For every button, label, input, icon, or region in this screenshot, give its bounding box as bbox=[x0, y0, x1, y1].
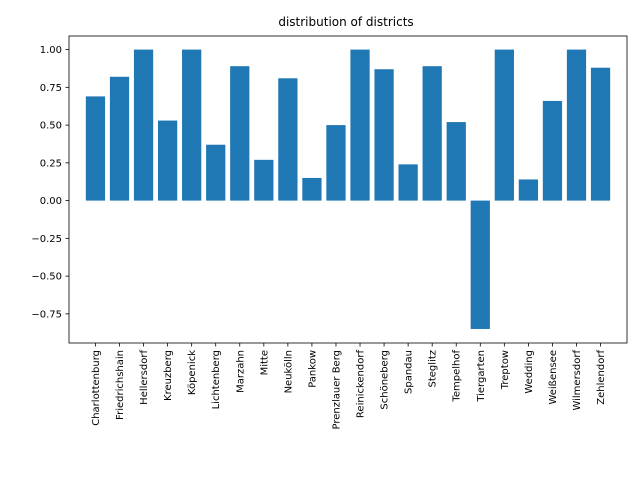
y-tick-label: 0.75 bbox=[40, 83, 62, 94]
bar-steglitz bbox=[422, 66, 442, 201]
x-tick-label: Pankow bbox=[307, 350, 318, 388]
y-axis: 1.00 0.75 0.50 0.25 0.00 −0.25 −0.50 −0.75 bbox=[31, 45, 69, 320]
x-tick-label: Steglitz bbox=[428, 350, 439, 388]
bar-friedrichshain bbox=[109, 76, 130, 201]
bar-spandau bbox=[398, 164, 418, 201]
x-tick-label: Wilmersdorf bbox=[572, 350, 583, 411]
bar-kreuzberg bbox=[157, 120, 178, 201]
bar-pankow bbox=[302, 177, 322, 201]
bar-charlottenburg bbox=[85, 96, 106, 201]
x-tick-label: Tempelhof bbox=[452, 350, 463, 403]
bar-zehlendorf bbox=[590, 67, 611, 201]
x-tick-label: Spandau bbox=[404, 350, 415, 394]
x-tick-label: Neukölln bbox=[283, 350, 294, 393]
plot-frame bbox=[68, 35, 628, 344]
bars-group bbox=[85, 49, 611, 329]
x-tick-label: Weißensee bbox=[548, 350, 559, 405]
bar-neuk-lln bbox=[278, 78, 298, 201]
y-tick-label: −0.50 bbox=[31, 272, 62, 283]
y-tick-label: 1.00 bbox=[40, 45, 62, 56]
x-tick-label: Reinickendorf bbox=[356, 350, 367, 419]
bar-hellersdorf bbox=[133, 49, 154, 201]
x-axis: Charlottenburg Friedrichshain Hellersdorf K… bbox=[91, 343, 607, 429]
bar-sch-neberg bbox=[374, 69, 394, 201]
x-tick-label: Köpenick bbox=[187, 350, 198, 395]
x-tick-label: Friedrichshain bbox=[115, 350, 126, 420]
bar-reinickendorf bbox=[350, 49, 370, 201]
bar-k-penick bbox=[182, 49, 202, 201]
y-tick-label: 0.00 bbox=[40, 196, 62, 207]
x-tick-label: Treptow bbox=[500, 350, 511, 390]
x-tick-label: Kreuzberg bbox=[163, 350, 174, 401]
bar-treptow bbox=[494, 49, 514, 201]
bar-tiergarten bbox=[470, 200, 490, 329]
y-tick-label: 0.50 bbox=[40, 121, 62, 132]
x-tick-label: Prenzlauer Berg bbox=[331, 350, 342, 429]
x-tick-label: Lichtenberg bbox=[211, 350, 222, 409]
x-tick-label: Tiergarten bbox=[476, 350, 487, 403]
y-tick-label: −0.75 bbox=[31, 309, 62, 320]
bar-mitte bbox=[254, 159, 274, 201]
bar-tempelhof bbox=[446, 122, 466, 201]
x-tick-label: Marzahn bbox=[235, 350, 246, 393]
bar-wedding bbox=[518, 179, 539, 201]
bar-prenzlauer-berg bbox=[326, 125, 346, 201]
bar-wei-ensee bbox=[542, 100, 563, 201]
x-tick-label: Hellersdorf bbox=[139, 350, 150, 405]
y-tick-label: 0.25 bbox=[40, 158, 62, 169]
x-tick-label: Wedding bbox=[524, 350, 535, 394]
bar-lichtenberg bbox=[206, 144, 226, 201]
bar-marzahn bbox=[230, 66, 250, 201]
x-tick-label: Mitte bbox=[259, 350, 270, 375]
x-tick-label: Charlottenburg bbox=[91, 350, 102, 426]
bar-wilmersdorf bbox=[566, 49, 587, 201]
x-tick-label: Schöneberg bbox=[380, 350, 391, 410]
chart-title: distribution of districts bbox=[278, 15, 413, 29]
y-tick-label: −0.25 bbox=[31, 234, 62, 245]
x-tick-label: Zehlendorf bbox=[596, 350, 607, 405]
